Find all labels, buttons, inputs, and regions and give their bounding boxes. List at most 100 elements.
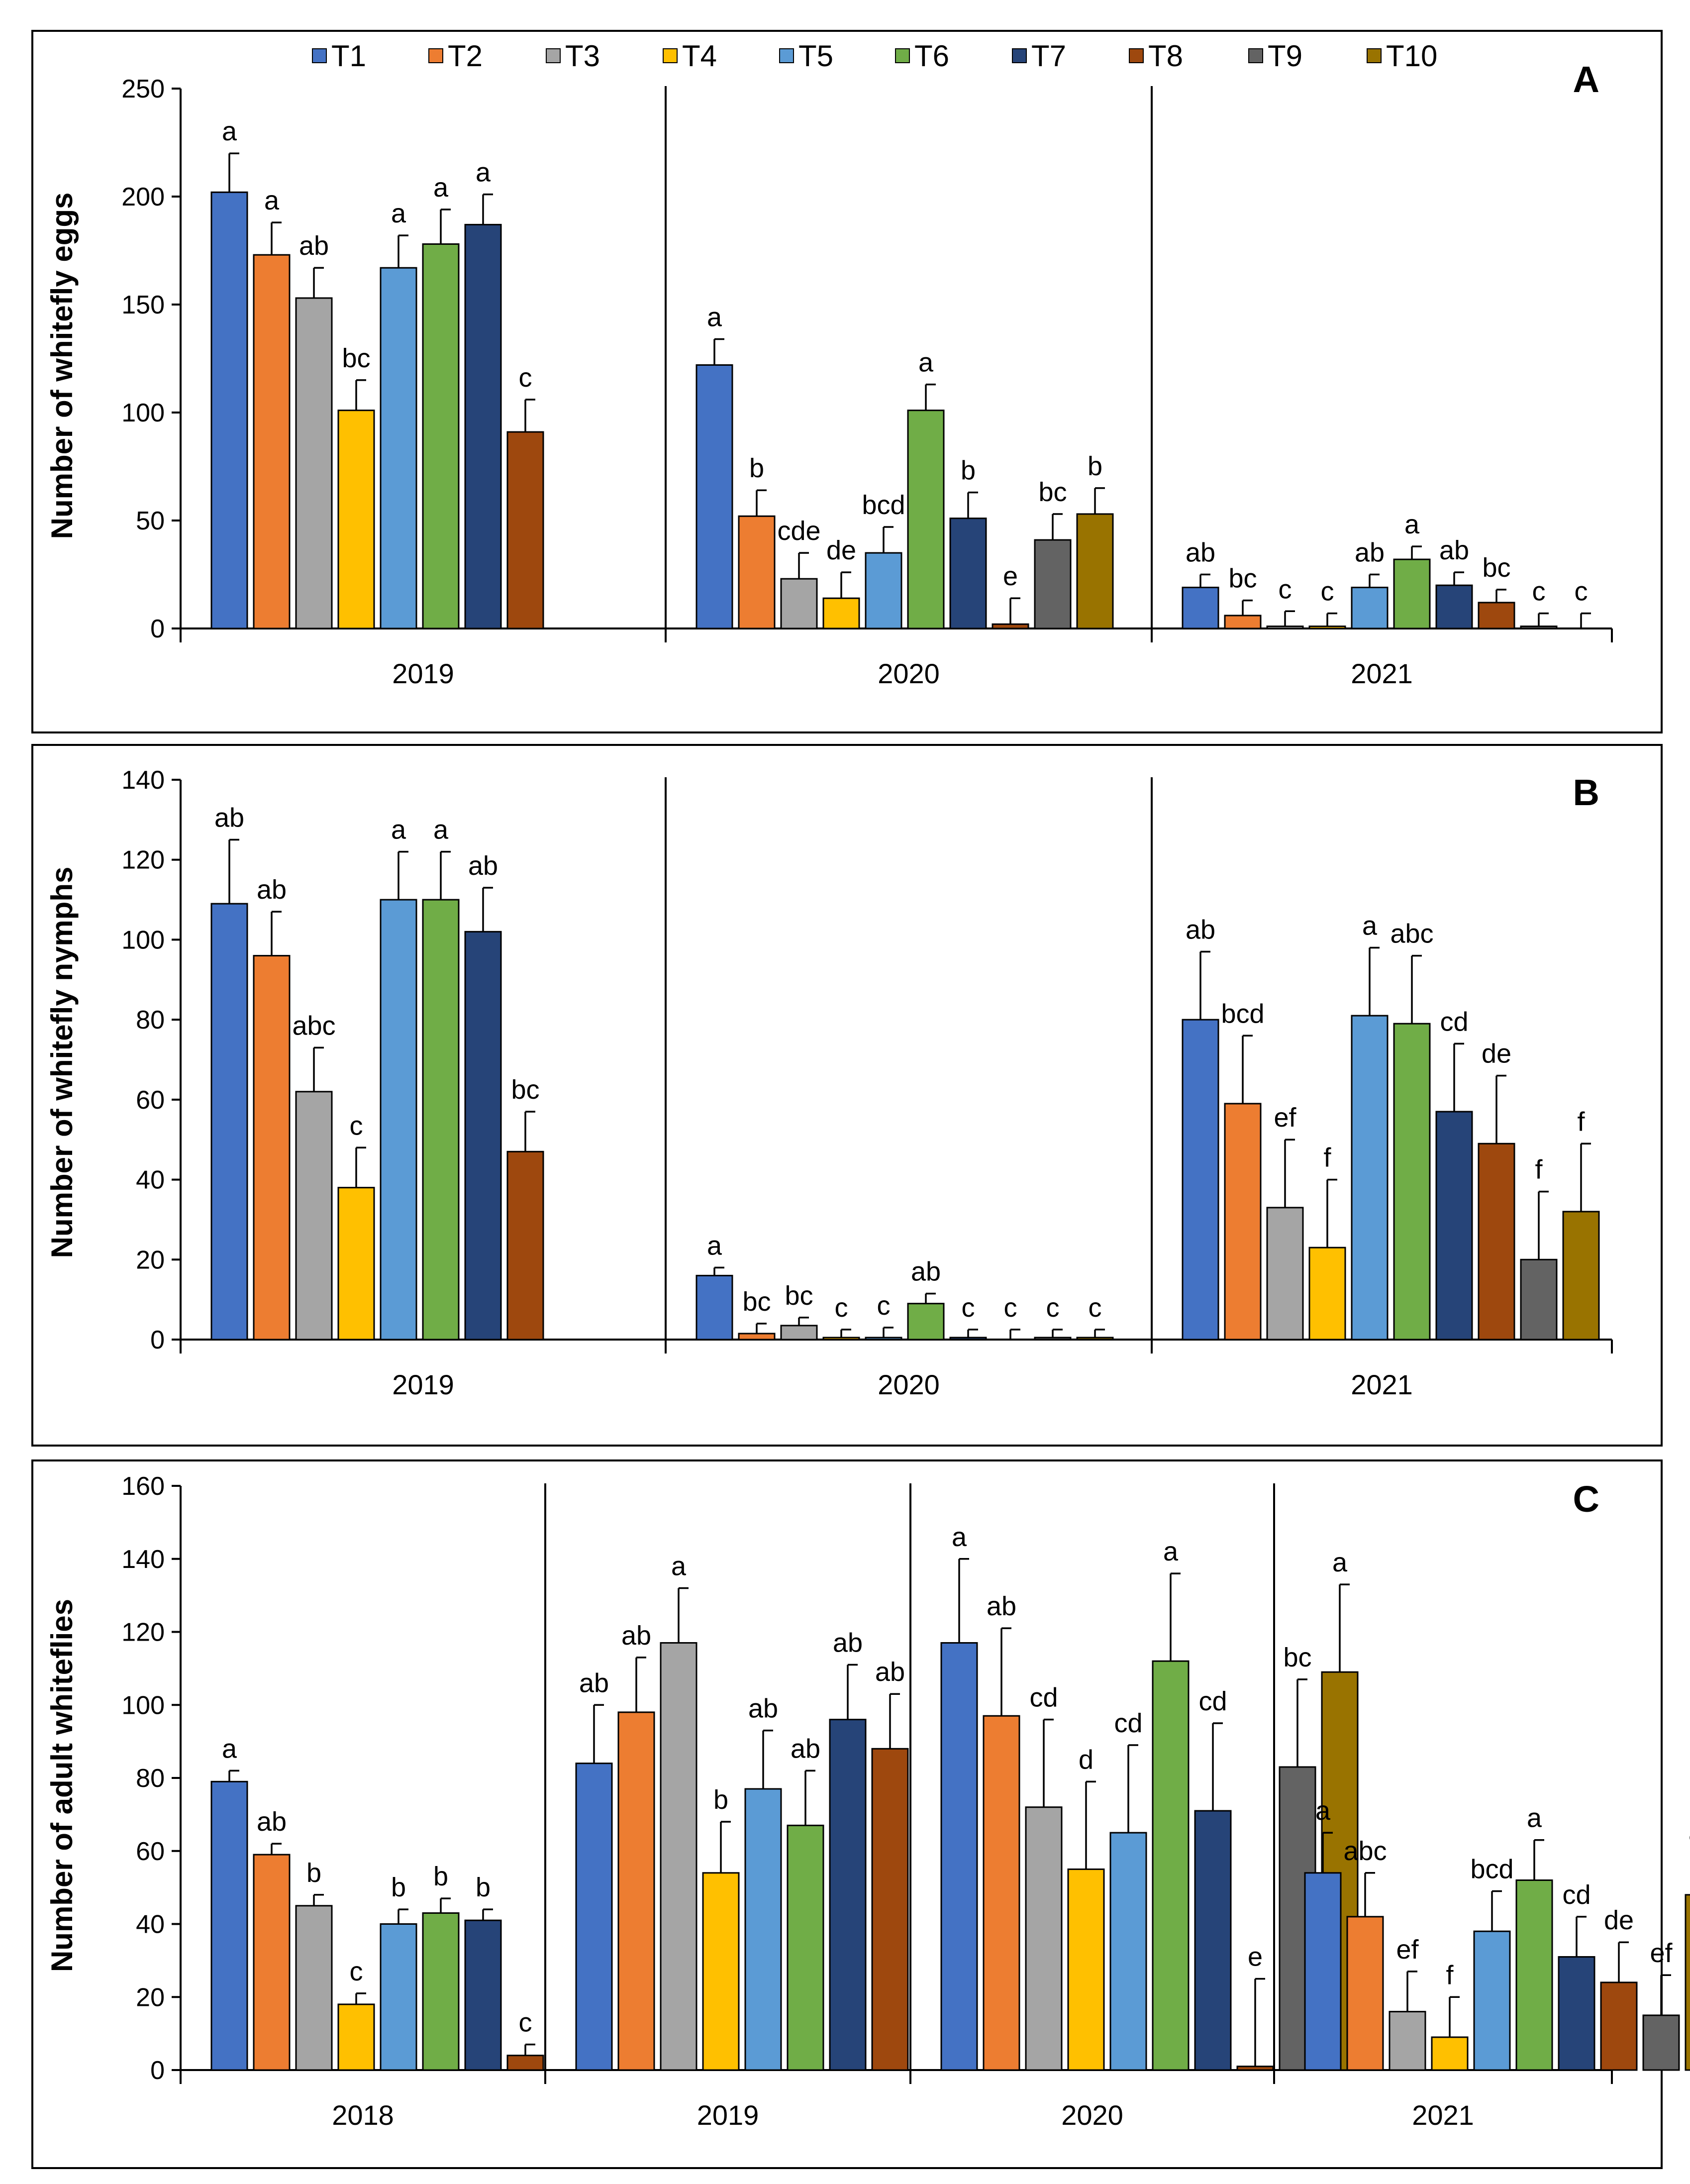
legend-swatch-t3: [546, 48, 561, 63]
bar-t2: [253, 955, 291, 1341]
y-tick-label: 200: [121, 183, 165, 211]
category-label: 2018: [332, 2099, 394, 2131]
y-tick-label: 140: [121, 766, 165, 795]
bar-t2: [617, 1711, 655, 2071]
significance-letter: bc: [1283, 1643, 1311, 1672]
bar-t2: [738, 515, 776, 629]
bar-t8: [871, 1748, 909, 2071]
y-tick-label: 140: [121, 1545, 165, 1574]
y-tick-label: 60: [136, 1837, 165, 1866]
significance-letter: c: [350, 1957, 363, 1986]
bar-t5: [380, 267, 417, 629]
bar-t1: [696, 1274, 733, 1341]
bar-t9: [1034, 539, 1072, 629]
legend-label: T3: [565, 39, 600, 73]
bar-t6: [1393, 558, 1431, 629]
panel-frame: [31, 30, 1663, 733]
legend-swatch-t10: [1367, 48, 1382, 63]
bar-t4: [337, 2003, 375, 2071]
bar-t4: [1308, 1247, 1346, 1341]
bar-t5: [380, 1923, 417, 2071]
bar-t7: [1435, 584, 1473, 629]
significance-letter: ef: [1274, 1103, 1296, 1133]
bar-t5: [1473, 1930, 1511, 2071]
bar-t3: [780, 1325, 818, 1341]
significance-letter: a: [1404, 510, 1420, 539]
bar-t5: [1109, 1832, 1147, 2071]
bar-t1: [210, 1780, 248, 2071]
significance-letter: f: [1323, 1143, 1331, 1173]
significance-letter: bc: [785, 1281, 813, 1311]
panel-letter: A: [1573, 59, 1599, 100]
legend-label: T6: [914, 39, 949, 73]
bar-t1: [1304, 1872, 1342, 2071]
bar-t1: [210, 191, 248, 629]
significance-letter: bc: [511, 1075, 539, 1105]
bar-t10: [1076, 1337, 1114, 1341]
y-tick-label: 80: [136, 1764, 165, 1793]
significance-letter: f: [1535, 1155, 1543, 1185]
panel-letter: C: [1573, 1478, 1599, 1520]
legend-swatch-t1: [312, 48, 327, 63]
significance-letter: cde: [777, 516, 820, 546]
significance-letter: d: [1079, 1745, 1094, 1774]
bar-t5: [865, 552, 902, 629]
legend-label: T2: [448, 39, 483, 73]
bar-t3: [295, 297, 333, 629]
legend-label: T9: [1268, 39, 1302, 73]
bar-t1: [696, 364, 733, 629]
significance-letter: b: [476, 1872, 491, 1902]
significance-letter: bcd: [1470, 1854, 1513, 1884]
bar-t5: [744, 1788, 782, 2071]
bar-t8: [1478, 602, 1515, 629]
y-tick-label: 0: [150, 2056, 165, 2085]
significance-letter: ef: [1650, 1938, 1673, 1968]
y-axis-label: Number of adult whiteflies: [45, 1599, 79, 1972]
significance-letter: a: [1332, 1548, 1348, 1577]
significance-letter: abc: [1390, 919, 1433, 949]
significance-letter: f: [1446, 1960, 1454, 1990]
significance-letter: ab: [1355, 538, 1385, 568]
bar-t2: [1224, 615, 1262, 629]
bar-t8: [506, 2055, 544, 2071]
significance-letter: c: [1046, 1293, 1060, 1323]
significance-letter: de: [826, 535, 856, 565]
bar-t3: [1266, 1207, 1304, 1341]
bar-t6: [787, 1824, 824, 2071]
significance-letter: ab: [1439, 535, 1469, 565]
significance-letter: a: [433, 173, 449, 203]
category-label: 2020: [878, 658, 940, 689]
significance-letter: a: [264, 186, 280, 215]
bar-t8: [506, 1150, 544, 1341]
y-tick-label: 120: [121, 1618, 165, 1647]
bar-t3: [660, 1642, 697, 2071]
bar-t6: [907, 1303, 945, 1341]
bar-t2: [738, 1333, 776, 1341]
legend-swatch-t8: [1129, 48, 1144, 63]
significance-letter: a: [671, 1551, 687, 1581]
bar-t3: [780, 578, 818, 629]
significance-letter: ab: [257, 1807, 287, 1837]
y-tick-label: 60: [136, 1086, 165, 1115]
significance-letter: f: [1577, 1107, 1585, 1137]
category-label: 2020: [1061, 2099, 1123, 2131]
bar-t3: [1389, 2011, 1426, 2071]
bar-t5: [865, 1337, 902, 1341]
significance-letter: c: [1089, 1293, 1102, 1323]
bar-t8: [992, 623, 1029, 629]
significance-letter: ef: [1396, 1935, 1419, 1965]
y-tick-label: 120: [121, 846, 165, 875]
significance-letter: a: [918, 348, 934, 378]
significance-letter: ab: [299, 231, 329, 261]
y-axis-label: Number of whitefly nymphs: [45, 867, 79, 1258]
significance-letter: cd: [1562, 1880, 1591, 1910]
bar-t6: [907, 410, 945, 629]
bar-t7: [1435, 1111, 1473, 1341]
panel-letter: B: [1573, 772, 1599, 813]
legend-label: T5: [798, 39, 833, 73]
significance-letter: e: [1003, 561, 1018, 591]
significance-letter: c: [1279, 574, 1292, 604]
legend-label: T4: [682, 39, 717, 73]
